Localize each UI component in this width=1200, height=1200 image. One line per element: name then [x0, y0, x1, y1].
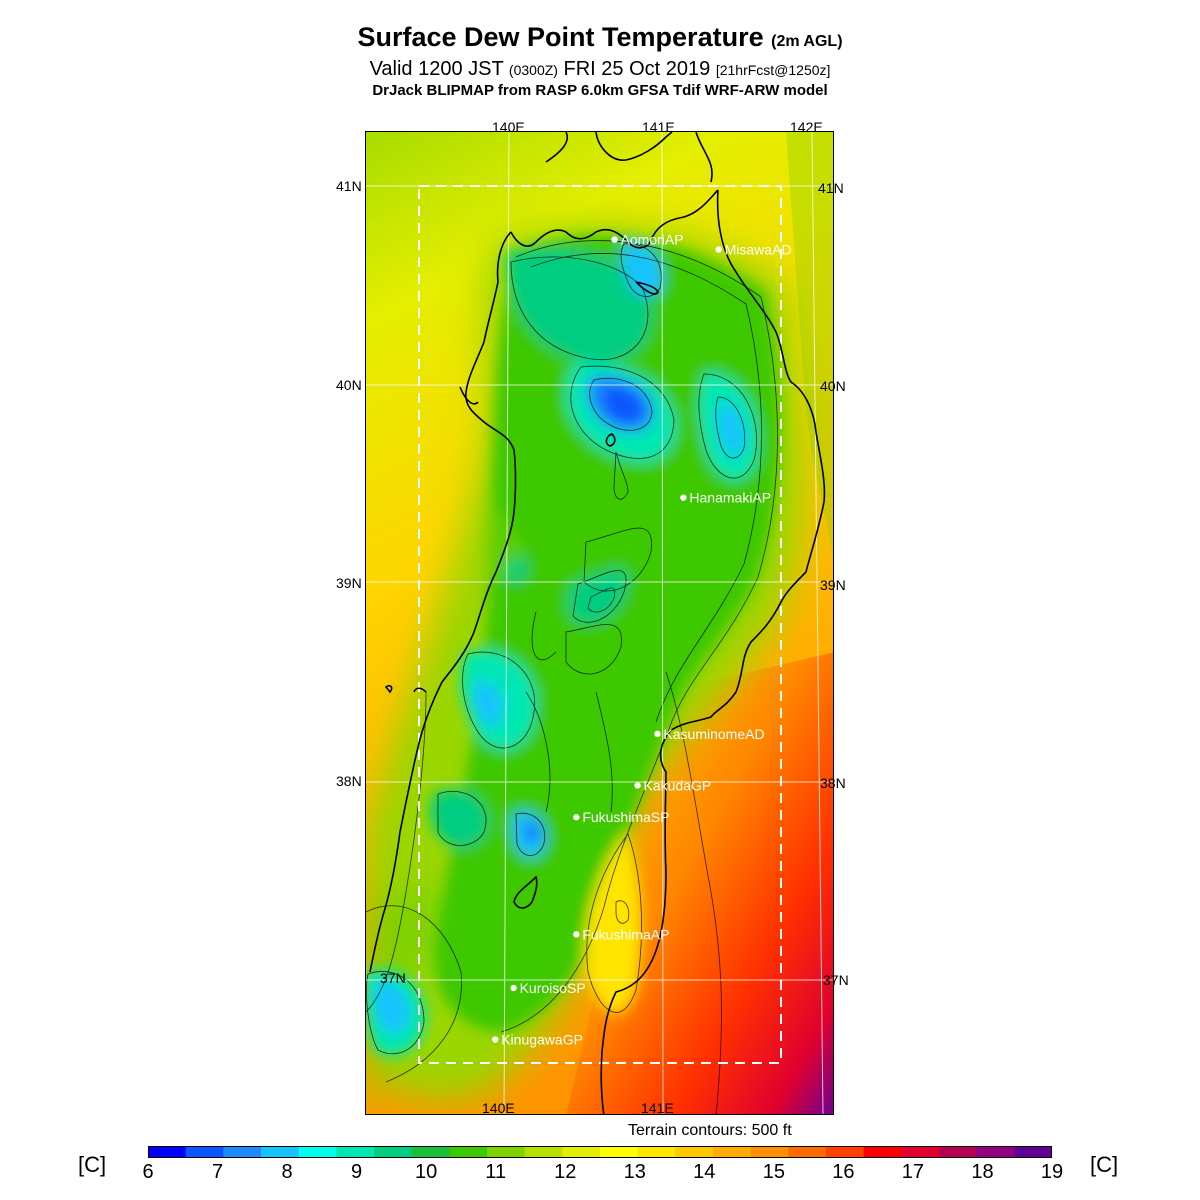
station-marker: [654, 730, 661, 738]
station-marker: [492, 1036, 499, 1043]
subtitle-zulu: (0300Z): [508, 62, 558, 78]
lon-label-top-142e: 142E: [790, 119, 823, 135]
colorbar-unit-right: [C]: [1090, 1152, 1119, 1177]
station-label: FukushimaAP: [582, 926, 669, 942]
lat-label-left-41n: 41N: [336, 178, 362, 194]
colorbar-swatch: [261, 1146, 300, 1158]
lat-label-left-37n: 37N: [380, 970, 406, 986]
map-title: Surface Dew Point Temperature (2m AGL): [0, 22, 1200, 53]
lon-label-bottom-141e: 141E: [641, 1100, 674, 1116]
graticule: [366, 132, 833, 1114]
station-label: AomoriAP: [621, 232, 684, 248]
terrain-contour-note: Terrain contours: 500 ft: [628, 1122, 792, 1139]
lat-label-right-41n: 41N: [818, 180, 844, 196]
colorbar-swatch: [1014, 1146, 1052, 1158]
colorbar-swatch: [976, 1146, 1015, 1158]
colorbar-swatch: [148, 1146, 187, 1158]
station-label: KinugawaGP: [501, 1032, 583, 1048]
colorbar-swatch: [863, 1146, 902, 1158]
station-label: FukushimaSP: [582, 809, 669, 825]
lat-label-left-38n: 38N: [336, 773, 362, 789]
map-panel: AomoriAP MisawaAD HanamakiAP KasuminomeAD Ka…: [365, 131, 834, 1115]
station-marker: [510, 984, 517, 992]
colorbar-swatch: [826, 1146, 865, 1158]
field-land-detail: [366, 235, 780, 1056]
lat-label-right-40n: 40N: [820, 378, 846, 394]
colorbar-swatch: [788, 1146, 827, 1158]
colorbar: [148, 1146, 1052, 1158]
title-main: Surface Dew Point Temperature: [357, 22, 764, 52]
colorbar-swatch: [449, 1146, 488, 1158]
colorbar-swatch: [713, 1146, 752, 1158]
domain-box: [418, 185, 782, 1064]
station-marker: [680, 494, 687, 501]
lat-label-left-40n: 40N: [336, 377, 362, 393]
colorbar-swatch: [374, 1146, 413, 1158]
colorbar-swatch: [411, 1146, 450, 1158]
colorbar-swatch: [487, 1146, 526, 1158]
colorbar-tick-label: 9: [351, 1161, 363, 1183]
colorbar-swatch: [298, 1146, 337, 1158]
station-label: KakudaGP: [644, 777, 712, 793]
colorbar-unit-left: [C]: [78, 1152, 107, 1177]
coastline: [369, 132, 826, 1114]
colorbar-swatch: [524, 1146, 563, 1158]
colorbar-tick-label: 15: [762, 1161, 785, 1183]
station-label: KuroisoSP: [520, 980, 586, 996]
colorbar-swatch: [562, 1146, 601, 1158]
colorbar-border: [148, 1146, 1052, 1158]
colorbar-tick-label: 11: [485, 1161, 507, 1183]
colorbar-tick-label: 8: [281, 1161, 293, 1183]
station-marker: [634, 782, 641, 789]
colorbar-tick-label: 6: [142, 1161, 154, 1183]
map-subtitle: Valid 1200 JST (0300Z) FRI 25 Oct 2019 […: [0, 58, 1200, 81]
station-label: HanamakiAP: [689, 490, 771, 506]
colorbar-tick-label: 16: [832, 1161, 855, 1183]
colorbar-swatch: [750, 1146, 789, 1158]
colorbar-swatch: [637, 1146, 676, 1158]
subtitle-valid: Valid 1200 JST: [369, 58, 504, 80]
subtitle-date: FRI 25 Oct 2019: [563, 58, 711, 80]
colorbar-swatch: [223, 1146, 262, 1158]
station-marker: [611, 236, 618, 243]
lat-label-right-38n: 38N: [820, 775, 846, 791]
colorbar-swatch: [939, 1146, 978, 1158]
lon-label-bottom-140e: 140E: [482, 1100, 515, 1116]
colorbar-tick-label: 10: [415, 1161, 438, 1183]
title-suffix: (2m AGL): [771, 33, 843, 50]
colorbar-swatch: [336, 1146, 375, 1158]
colorbar-swatch: [600, 1146, 639, 1158]
colorbar-swatch: [901, 1146, 940, 1158]
station-marker: [573, 931, 580, 938]
lon-label-top-141e: 141E: [642, 119, 675, 135]
colorbar-tick-label: 7: [211, 1161, 224, 1183]
station-marker: [573, 814, 580, 821]
colorbar-tick-label: 19: [1040, 1161, 1064, 1183]
lat-label-left-39n: 39N: [336, 575, 362, 591]
station-markers: AomoriAP MisawaAD HanamakiAP KasuminomeAD Ka…: [492, 232, 792, 1048]
colorbar-tick-label: 12: [554, 1161, 577, 1183]
terrain-contours: [366, 240, 778, 1114]
model-description: DrJack BLIPMAP from RASP 6.0km GFSA Tdif…: [372, 82, 828, 99]
station-label: MisawaAD: [725, 242, 792, 258]
lat-label-right-37n: 37N: [823, 972, 849, 988]
colorbar-tick-label: 17: [901, 1161, 925, 1183]
station-marker: [715, 246, 722, 253]
lat-label-right-39n: 39N: [820, 577, 846, 593]
colorbar-tick-label: 13: [623, 1161, 646, 1183]
colorbar-tick-label: 18: [971, 1161, 994, 1183]
subtitle-forecast: [21hrFcst@1250z]: [715, 62, 831, 78]
colorbar-swatch: [185, 1146, 224, 1158]
station-label: KasuminomeAD: [663, 726, 764, 742]
lon-label-top-140e: 140E: [492, 119, 525, 135]
colorbar-tick-label: 14: [693, 1161, 716, 1183]
colorbar-swatch: [675, 1146, 714, 1158]
dewpoint-map: AomoriAP MisawaAD HanamakiAP KasuminomeAD Ka…: [366, 132, 833, 1114]
